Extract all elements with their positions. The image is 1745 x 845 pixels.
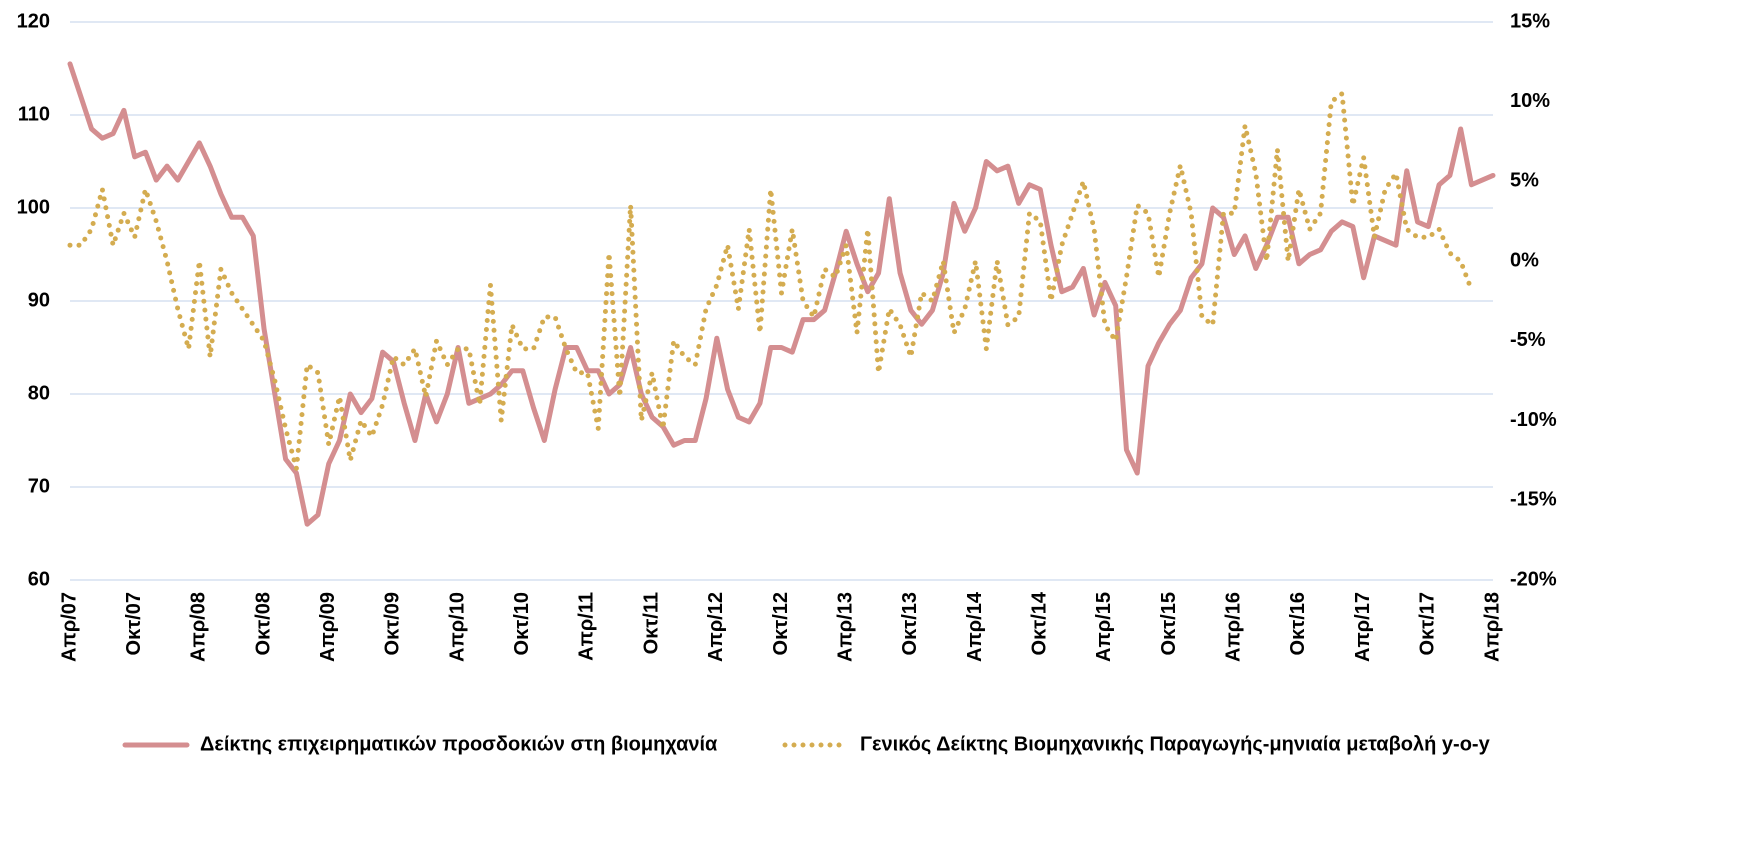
x-tick-label: Οκτ/13	[899, 592, 921, 655]
x-tick-label: Οκτ/12	[770, 592, 792, 655]
x-tick-label: Οκτ/07	[123, 592, 145, 655]
x-tick-label: Απρ/18	[1481, 592, 1503, 662]
series-line	[67, 61, 1496, 527]
y-tick-label: 120	[17, 10, 50, 32]
x-tick-label: Οκτ/15	[1158, 592, 1180, 655]
legend-label: Δείκτης επιχειρηματικών προσδοκιών στη β…	[200, 733, 718, 755]
y2-tick-label: 15%	[1510, 10, 1550, 32]
x-tick-label: Απρ/12	[705, 592, 727, 662]
x-tick-label: Οκτ/14	[1029, 591, 1051, 655]
y-tick-label: 80	[28, 382, 50, 404]
y-tick-label: 70	[28, 475, 50, 497]
x-tick-label: Απρ/08	[188, 592, 210, 662]
y-tick-label: 90	[28, 289, 50, 311]
x-tick-label: Απρ/07	[58, 592, 80, 662]
x-tick-label: Απρ/15	[1093, 592, 1115, 662]
y2-tick-label: -10%	[1510, 409, 1557, 431]
y2-tick-label: 10%	[1510, 90, 1550, 112]
y2-tick-label: 5%	[1510, 170, 1539, 192]
x-tick-label: Απρ/13	[834, 592, 856, 662]
y2-tick-label: -15%	[1510, 489, 1557, 511]
x-tick-label: Οκτ/17	[1417, 592, 1439, 655]
y2-tick-label: 0%	[1510, 249, 1539, 271]
y-tick-label: 110	[18, 103, 50, 125]
x-tick-label: Οκτ/11	[640, 592, 662, 654]
x-tick-label: Οκτ/10	[511, 592, 533, 655]
x-tick-label: Απρ/17	[1352, 592, 1374, 662]
y-tick-label: 60	[28, 568, 50, 590]
y2-tick-label: -20%	[1510, 568, 1557, 590]
legend-label: Γενικός Δείκτης Βιομηχανικής Παραγωγής-μ…	[860, 733, 1491, 755]
x-tick-label: Απρ/14	[964, 591, 986, 662]
x-tick-label: Οκτ/08	[252, 592, 274, 655]
x-tick-label: Απρ/10	[446, 592, 468, 662]
y-tick-label: 100	[17, 196, 50, 218]
x-tick-label: Οκτ/09	[382, 592, 404, 655]
x-tick-label: Απρ/09	[317, 592, 339, 662]
x-tick-label: Απρ/16	[1223, 592, 1245, 662]
y2-tick-label: -5%	[1510, 329, 1546, 351]
x-tick-label: Οκτ/16	[1287, 592, 1309, 655]
x-tick-label: Απρ/11	[576, 592, 598, 661]
